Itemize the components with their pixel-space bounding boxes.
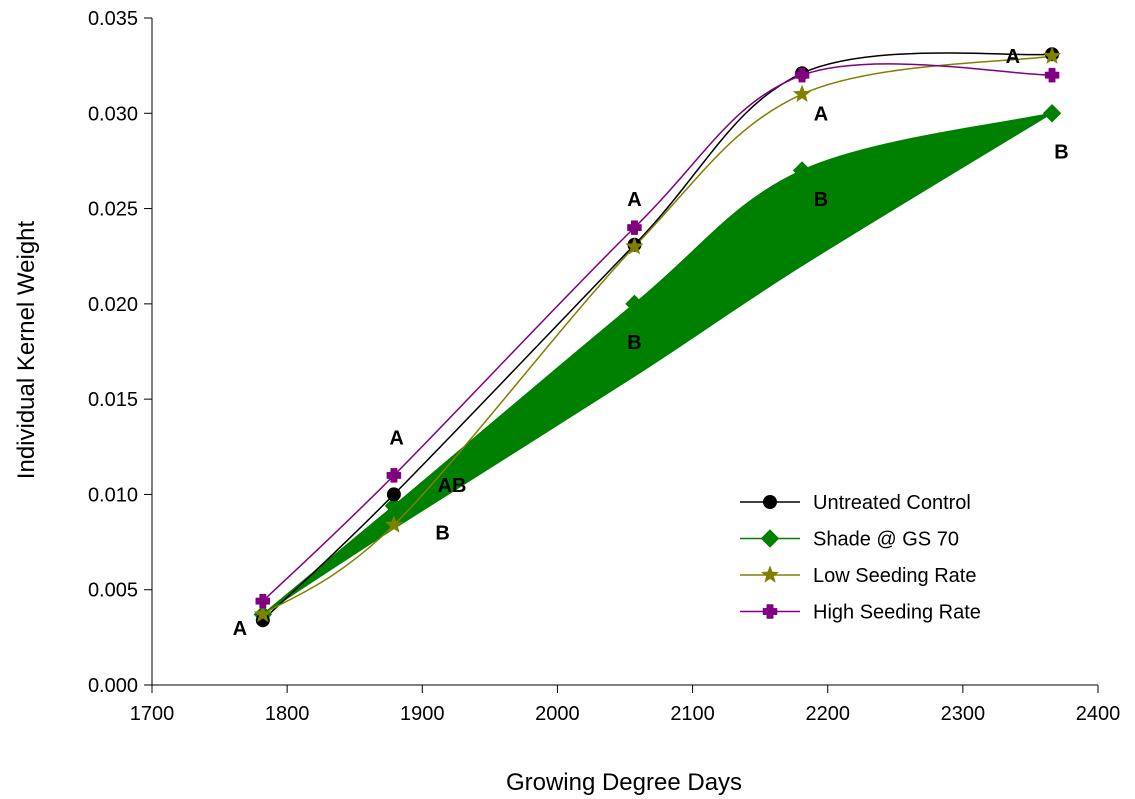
y-tick-label: 0.005 xyxy=(88,580,138,602)
significance-letter: A xyxy=(389,427,403,449)
significance-letter: A xyxy=(1006,46,1020,68)
legend-label-low-seeding-rate: Low Seeding Rate xyxy=(813,565,976,587)
legend-marker-high-seeding-rate xyxy=(762,604,778,619)
significance-letter: A xyxy=(627,189,641,211)
significance-letter: B xyxy=(435,523,449,545)
data-point-high-seeding-rate xyxy=(386,468,402,483)
axes: 1700 1800 1900 2000 2100 2200 2300 2400 0.000 0.0… xyxy=(88,8,1120,725)
x-axis-title: Growing Degree Days xyxy=(506,769,742,796)
data-point-low-seeding-rate xyxy=(253,604,273,623)
data-point-untreated-control xyxy=(386,487,401,502)
y-tick-label: 0.025 xyxy=(88,199,138,221)
data-point-high-seeding-rate xyxy=(255,593,271,609)
y-tick-label: 0.035 xyxy=(88,8,138,30)
x-tick-label: 1800 xyxy=(265,703,310,725)
y-tick-label: 0.030 xyxy=(88,103,138,125)
legend-marker-untreated-control xyxy=(763,495,777,509)
x-tick-label: 2000 xyxy=(535,703,580,725)
x-tick-label: 2300 xyxy=(941,703,986,725)
data-point-shade-gs-70 xyxy=(1042,104,1062,123)
data-point-high-seeding-rate xyxy=(627,220,642,235)
data-point-low-seeding-rate xyxy=(792,84,812,103)
significance-letter: B xyxy=(627,332,641,354)
x-tick-label: 2100 xyxy=(670,703,715,725)
legend-marker-shade-gs-70 xyxy=(760,529,780,548)
data-point-shade-gs-70 xyxy=(384,496,404,516)
legend-marker-low-seeding-rate xyxy=(760,565,780,583)
legend-label-shade-gs-70: Shade @ GS 70 xyxy=(813,529,959,551)
significance-letter: A xyxy=(814,103,828,125)
y-axis-title: Individual Kernel Weight xyxy=(13,220,40,479)
legend-label-high-seeding-rate: High Seeding Rate xyxy=(813,602,981,624)
legend-label-untreated-control: Untreated Control xyxy=(813,492,971,514)
significance-letter: B xyxy=(1054,141,1068,163)
data-point-low-seeding-rate xyxy=(625,236,644,255)
x-tick-label: 1900 xyxy=(400,703,445,725)
data-point-low-seeding-rate xyxy=(384,515,404,533)
significance-letter: B xyxy=(814,189,828,211)
y-tick-label: 0.000 xyxy=(88,675,138,697)
x-tick-label: 2400 xyxy=(1076,703,1121,725)
data-point-high-seeding-rate xyxy=(1044,67,1060,83)
legend: Untreated Control Shade @ GS 70 Low Seedin… xyxy=(740,492,981,624)
data-point-low-seeding-rate xyxy=(1042,46,1062,64)
series-markers xyxy=(253,46,1062,628)
y-tick-label: 0.020 xyxy=(88,294,138,316)
significance-letter: A xyxy=(233,618,247,640)
x-tick-label: 1700 xyxy=(130,703,175,725)
data-point-high-seeding-rate xyxy=(794,67,810,83)
y-tick-label: 0.015 xyxy=(88,389,138,411)
data-point-shade-gs-70 xyxy=(792,161,812,180)
data-point-shade-gs-70 xyxy=(625,294,644,314)
x-tick-label: 2200 xyxy=(805,703,850,725)
significance-letter: AB xyxy=(438,475,467,497)
y-tick-label: 0.010 xyxy=(88,484,138,506)
